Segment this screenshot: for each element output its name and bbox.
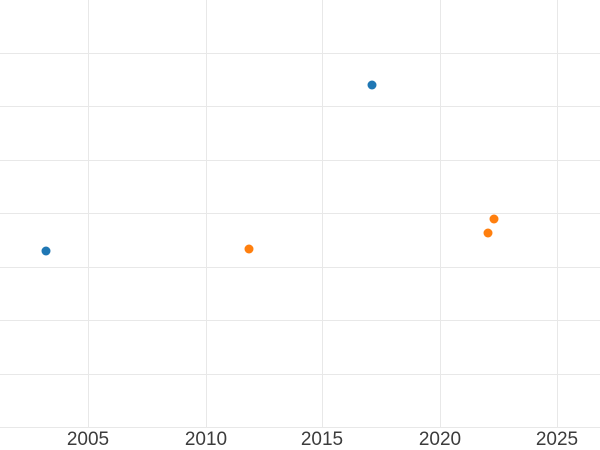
x-tick-label: 2015 (300, 429, 344, 450)
y-gridline (0, 106, 600, 107)
y-gridline (0, 267, 600, 268)
x-tick-label: 2025 (535, 429, 579, 450)
y-gridline (0, 374, 600, 375)
y-gridline (0, 160, 600, 161)
data-point-series-orange (483, 228, 493, 238)
data-point-series-orange (489, 214, 499, 224)
x-tick-label: 2020 (418, 429, 462, 450)
data-point-series-blue (367, 80, 377, 90)
x-tick-label: 2005 (66, 429, 110, 450)
x-tick-label: 2010 (184, 429, 228, 450)
data-point-series-orange (244, 244, 254, 254)
y-gridline (0, 213, 600, 214)
y-gridline (0, 53, 600, 54)
data-point-series-blue (41, 246, 51, 256)
y-gridline (0, 320, 600, 321)
y-gridline (0, 427, 600, 428)
